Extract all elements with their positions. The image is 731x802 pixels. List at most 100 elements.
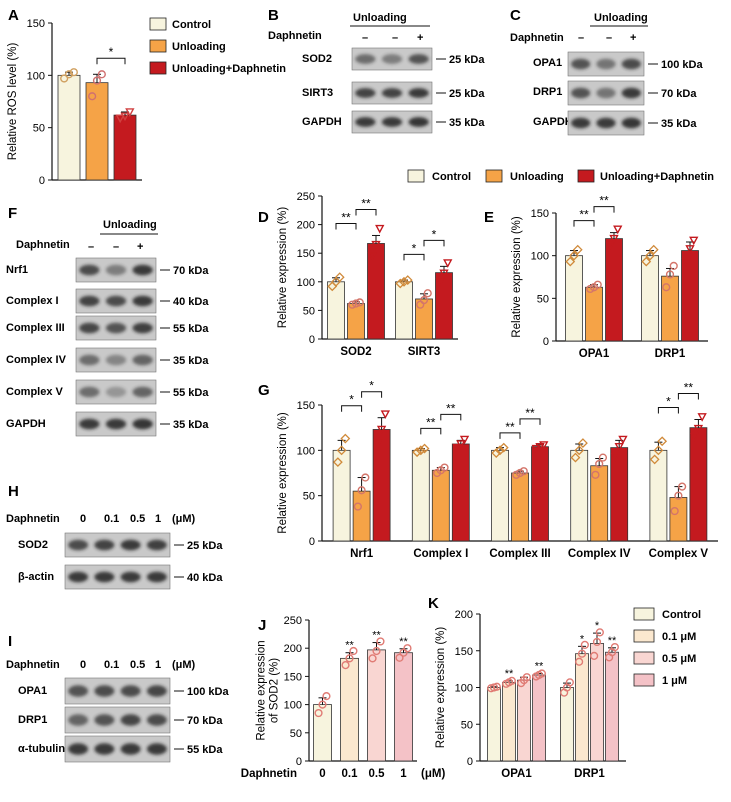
chart-k-ytick-label-2: 100 [455,683,473,695]
chart-j: 0 50 100 150 200 250 Relative expression of SOD… [241,615,446,780]
chart-g-bracket-4-a [657,407,679,414]
western-blots: Unloading Daphnetin – – + SOD2 25 kDa SIRT3 25 k… [6,12,703,763]
chart-j-ytick-label-3: 150 [284,671,302,683]
blot-i-atub-band-3 [120,743,141,755]
chart-d-bar-0-0-point-2 [334,272,345,283]
chart-g-bracket-0-a [341,405,363,412]
chart-g-sig-4-a: * [666,395,671,409]
blot-f-unloading-label: Unloading [103,219,157,231]
chart-e-sig-0-b: ** [599,194,609,208]
chart-d-bracket-1-b [423,239,445,247]
blot-c-gapdh-band-3 [621,117,641,129]
chart-k-bar-1-3-point-2 [610,642,619,652]
chart-k-sig-0-3: ** [535,661,544,673]
blot-c-sign-2: – [606,32,612,44]
chart-j-xcat-0: 0 [319,768,325,780]
chart-g-bar-4-0 [649,449,668,542]
panel-label-a: A [8,7,19,24]
blot-c-opa1-band-2 [596,58,616,70]
chart-k-bar-0-0 [487,687,501,762]
chart-e-bar-1-0-point-2 [648,244,659,255]
legend-k-control: Control [662,609,701,621]
panel-label-d: D [258,209,269,226]
chart-g-sig-4-b: ** [684,381,694,395]
blot-f-complex1-band-3 [132,295,153,307]
chart-k-ytick-label-4: 200 [455,609,473,621]
blot-b-sirt3-band-2 [381,88,403,98]
chart-g-bar-0-0-point-2 [340,433,351,444]
chart-g-bar-4-0-point-2 [657,436,668,447]
blot-f-kda-complex4: 35 kDa [173,355,209,367]
legend-k-swatch-05 [633,651,655,665]
blot-f-complex5-band-3 [132,386,153,398]
legend-a-unloading: Unloading [172,41,226,53]
legend-k-1: 1 μM [662,675,687,687]
chart-j-ytick-label-4: 200 [284,643,302,655]
blot-i-opa1-band-1 [68,685,89,697]
blot-f-label-complex4: Complex IV [6,354,67,366]
chart-g-bar-3-1-point-1 [595,459,604,469]
chart-e-bar-0-0 [565,255,583,342]
chart-j-bar-1-point-0 [341,661,350,670]
chart-g-ytick-label-3: 150 [297,400,315,412]
legend-deg-swatch-unloading [485,169,503,183]
chart-j-bar-2-point-0 [368,654,377,663]
panel-label-c: C [510,7,521,24]
chart-d-xcat-0: SOD2 [340,346,371,358]
chart-d-bar-1-0 [395,281,413,340]
chart-g-bar-2-2-point-1 [535,443,545,452]
chart-g-bar-0-1-point-0 [353,502,362,511]
chart-d-sig-0-b: ** [361,196,371,210]
chart-g-bar-0-2-point-1 [376,425,387,435]
chart-j-bar-3 [394,652,413,762]
chart-g-bar-4-1-point-2 [678,482,687,491]
blot-h-bactin-band-1 [68,571,89,583]
chart-g-bar-1-0-point-2 [419,443,430,454]
blot-i-drp1-band-3 [120,714,141,726]
chart-g-bar-1-0-point-1 [415,445,426,456]
chart-g-bar-0-0-point-0 [332,457,343,468]
chart-g-bar-0-1-point-2 [361,473,370,482]
chart-g-bracket-1-a [420,427,442,435]
legend-k-01: 0.1 μM [662,631,696,643]
chart-e-bar-0-0-point-1 [569,250,579,261]
blot-h-dose-4: 1 [155,513,161,525]
chart-g-sig-2-b: ** [525,406,535,420]
blot-c-unloading-label: Unloading [594,12,648,24]
chart-d-bar-0-0 [327,281,345,340]
chart-g-bar-0-2 [372,429,391,542]
blot-i-label-drp1: DRP1 [18,714,47,726]
chart-d-bar-0-1-point-0 [348,300,357,309]
chart-g-bar-2-2 [531,446,549,542]
chart-j-ytick-label-1: 50 [290,728,302,740]
chart-e-sig-0-a: ** [579,208,589,222]
blot-i-opa1-band-3 [120,685,141,697]
chart-j-bar-3-point-1 [399,648,408,657]
panel-label-i: I [8,633,12,650]
blot-c-kda-opa1: 100 kDa [661,59,703,71]
blot-h-sod2-band-4 [146,539,167,551]
blot-i-kda-atub: 55 kDa [187,744,223,756]
chart-g-bar-3-1-point-0 [591,470,600,479]
chart-d-bar-1-0-point-0 [395,278,406,289]
chart-g-bracket-2-b [519,418,541,425]
blot-b-daphnetin-label: Daphnetin [268,30,322,42]
chart-j-xcat-2: 0.5 [369,768,386,780]
chart-d-sig-1-a: * [412,241,417,255]
chart-g-sig-1-b: ** [446,401,456,415]
blot-i-label-opa1: OPA1 [18,685,47,697]
chart-a-bar-0-0-point-0 [60,74,69,83]
chart-d-bar-1-0-point-2 [402,275,413,286]
chart-g-bar-4-1-point-1 [674,491,683,500]
chart-e-bracket-0-a [573,220,595,227]
blot-c-kda-gapdh: 35 kDa [661,118,697,130]
chart-e-xcat-0: OPA1 [579,348,610,360]
chart-k-bar-0-2 [517,679,531,762]
blot-b-sod2-band-2 [381,54,403,64]
chart-g-sig-2-a: ** [505,420,515,434]
chart-a-bar-0-2-point-2 [125,108,135,117]
chart-e-bar-1-0 [641,255,659,342]
chart-j-bar-3-point-0 [395,653,404,662]
blot-h-label-sod2: SOD2 [18,539,48,551]
